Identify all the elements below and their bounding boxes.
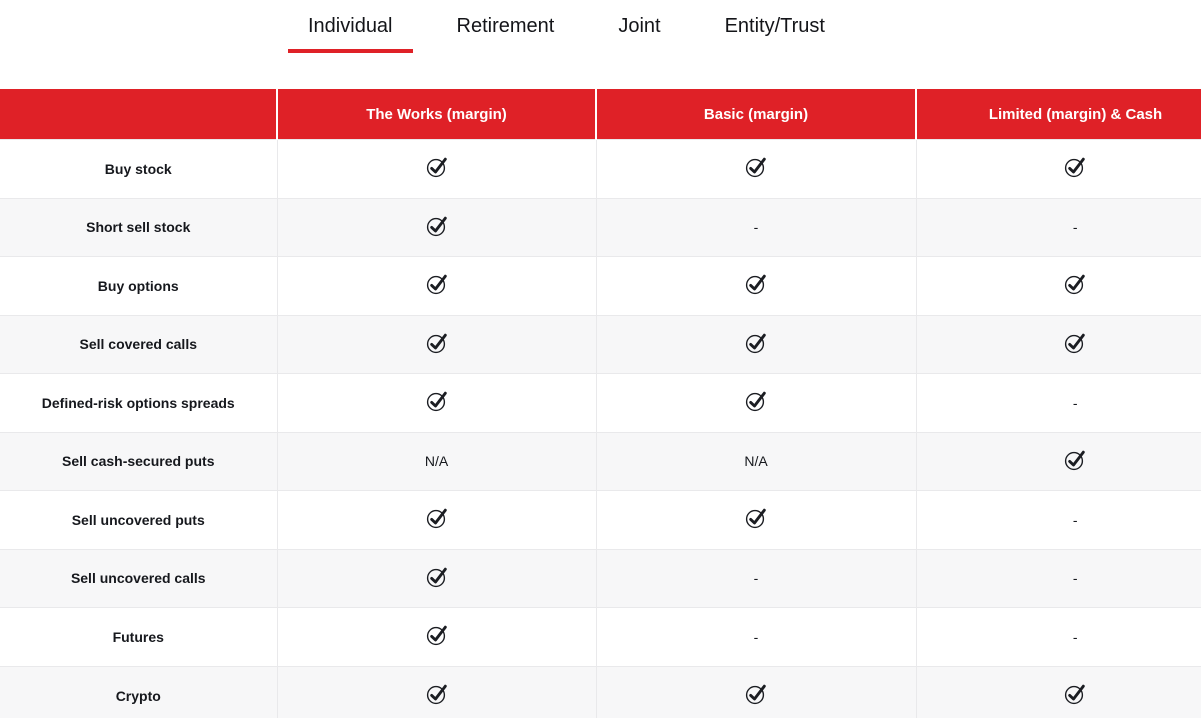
check-circle-icon <box>745 332 767 354</box>
cell-value: - <box>915 197 1201 257</box>
check-circle-icon <box>426 624 448 646</box>
table-row: Sell uncovered calls - - <box>0 548 1201 608</box>
cell-value <box>595 314 916 374</box>
header-empty-cell <box>0 89 277 140</box>
table-row: Sell covered calls <box>0 314 1201 374</box>
row-label: Futures <box>0 607 277 666</box>
check-circle-icon <box>1064 332 1086 354</box>
table-row: Crypto <box>0 665 1201 718</box>
cell-value <box>595 256 916 315</box>
table-row: Sell uncovered puts - <box>0 490 1201 549</box>
cell-value: N/A <box>595 431 916 491</box>
row-label: Sell cash-secured puts <box>0 431 277 491</box>
table-row: Buy stock <box>0 139 1201 198</box>
cell-value <box>595 373 916 432</box>
check-circle-icon <box>745 390 767 412</box>
table-header-row: The Works (margin) Basic (margin) Limite… <box>0 89 1201 140</box>
cell-value <box>276 548 596 608</box>
table-row: Short sell stock - - <box>0 197 1201 257</box>
check-circle-icon <box>426 273 448 295</box>
cell-value <box>276 373 596 432</box>
check-circle-icon <box>426 215 448 237</box>
tab-joint[interactable]: Joint <box>598 12 680 53</box>
row-label: Crypto <box>0 665 277 718</box>
check-circle-icon <box>426 683 448 705</box>
plan-comparison-table: The Works (margin) Basic (margin) Limite… <box>0 89 1201 718</box>
row-label: Short sell stock <box>0 197 277 257</box>
row-label: Sell covered calls <box>0 314 277 374</box>
check-circle-icon <box>745 156 767 178</box>
cell-value <box>595 490 916 549</box>
check-circle-icon <box>426 390 448 412</box>
cell-value: - <box>595 607 916 666</box>
cell-value <box>276 197 596 257</box>
cell-value <box>276 314 596 374</box>
header-the-works-margin: The Works (margin) <box>276 89 596 140</box>
cell-value <box>915 314 1201 374</box>
check-circle-icon <box>426 507 448 529</box>
table-row: Buy options <box>0 256 1201 315</box>
cell-value <box>276 490 596 549</box>
check-circle-icon <box>1064 449 1086 471</box>
cell-value <box>276 665 596 718</box>
cell-value: - <box>595 197 916 257</box>
check-circle-icon <box>426 332 448 354</box>
cell-value <box>915 431 1201 491</box>
cell-value: - <box>595 548 916 608</box>
cell-value <box>595 139 916 198</box>
check-circle-icon <box>426 156 448 178</box>
check-circle-icon <box>745 507 767 529</box>
cell-value <box>276 256 596 315</box>
table-row: Futures - - <box>0 607 1201 666</box>
cell-value <box>276 607 596 666</box>
row-label: Sell uncovered puts <box>0 490 277 549</box>
cell-value <box>595 665 916 718</box>
cell-value: - <box>915 607 1201 666</box>
header-limited-cash: Limited (margin) & Cash <box>915 89 1201 140</box>
row-label: Buy options <box>0 256 277 315</box>
row-label: Defined-risk options spreads <box>0 373 277 432</box>
cell-value: N/A <box>276 431 596 491</box>
table-row: Defined-risk options spreads - <box>0 373 1201 432</box>
cell-value <box>276 139 596 198</box>
cell-value <box>915 256 1201 315</box>
tab-entity-trust[interactable]: Entity/Trust <box>705 12 845 53</box>
cell-value: - <box>915 490 1201 549</box>
check-circle-icon <box>745 273 767 295</box>
row-label: Buy stock <box>0 139 277 198</box>
tab-retirement[interactable]: Retirement <box>437 12 575 53</box>
table-row: Sell cash-secured puts N/A N/A <box>0 431 1201 491</box>
check-circle-icon <box>1064 273 1086 295</box>
check-circle-icon <box>426 566 448 588</box>
check-circle-icon <box>1064 683 1086 705</box>
cell-value <box>915 665 1201 718</box>
account-type-tabs: Individual Retirement Joint Entity/Trust <box>288 12 1201 53</box>
check-circle-icon <box>745 683 767 705</box>
tab-individual[interactable]: Individual <box>288 12 413 53</box>
cell-value: - <box>915 373 1201 432</box>
check-circle-icon <box>1064 156 1086 178</box>
cell-value <box>915 139 1201 198</box>
cell-value: - <box>915 548 1201 608</box>
row-label: Sell uncovered calls <box>0 548 277 608</box>
header-basic-margin: Basic (margin) <box>595 89 916 140</box>
